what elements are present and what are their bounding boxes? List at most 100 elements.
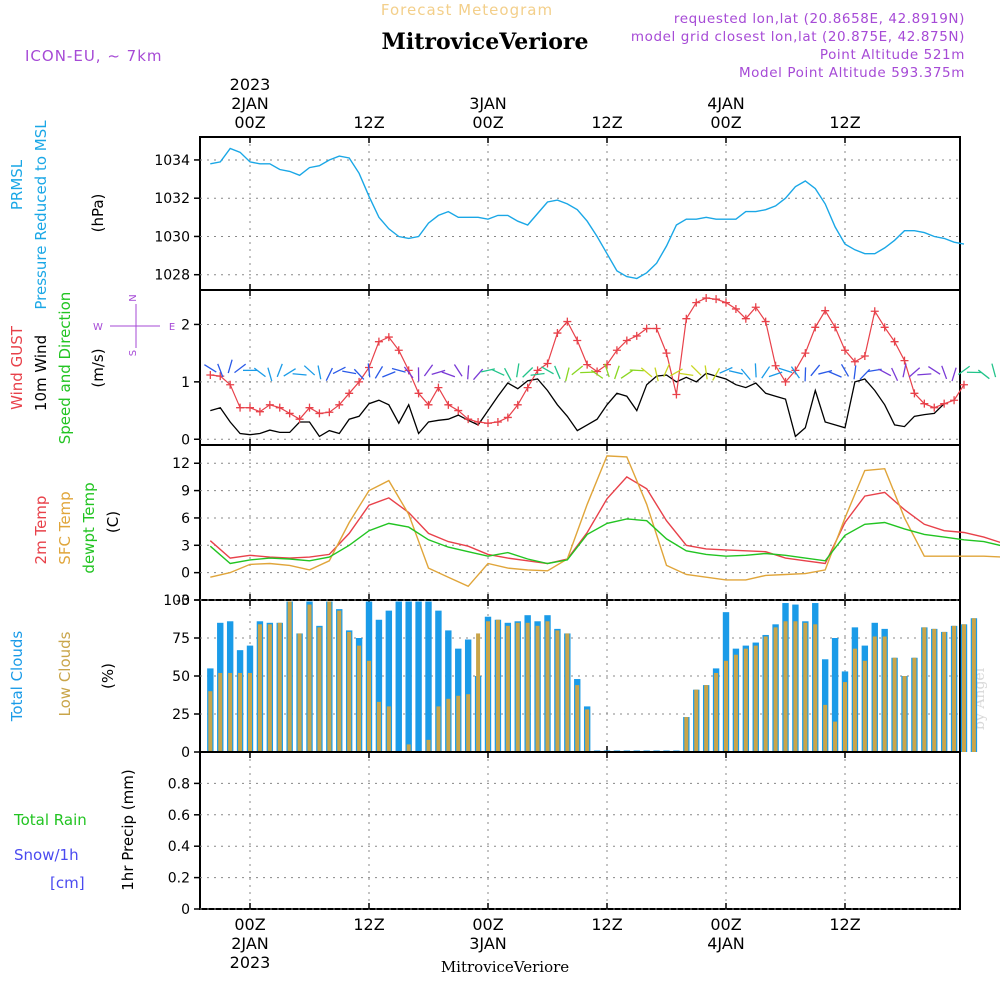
wind-direction-arrow xyxy=(391,367,406,373)
wind-direction-arrow xyxy=(367,363,371,378)
low-cloud-bar xyxy=(872,636,877,752)
time-label: 3JAN xyxy=(469,94,507,113)
gust-marker xyxy=(384,333,393,342)
wind-direction-arrow xyxy=(951,367,957,382)
time-label: 2JAN xyxy=(231,934,269,953)
low-cloud-bar xyxy=(277,622,282,752)
low-cloud-bar xyxy=(545,621,550,752)
wind-direction-arrow xyxy=(503,367,512,381)
gust-marker xyxy=(880,323,889,332)
low-cloud-bar xyxy=(327,601,332,752)
wind-direction-arrow xyxy=(928,366,941,375)
time-label: 12Z xyxy=(829,915,860,934)
low-cloud-bar xyxy=(823,704,828,752)
time-label: 00Z xyxy=(472,915,503,934)
low-cloud-bar xyxy=(347,631,352,752)
wind-direction-arrow xyxy=(204,364,217,373)
low-cloud-bar xyxy=(476,633,481,752)
wind-direction-arrow xyxy=(768,371,783,378)
gust-marker xyxy=(900,356,909,365)
wind-ytick-label: 1 xyxy=(181,375,190,391)
wind-direction-arrow xyxy=(728,370,743,375)
gust-marker xyxy=(860,352,869,361)
time-label: 00Z xyxy=(472,113,503,132)
wind-direction-arrow xyxy=(712,367,721,381)
wind-direction-arrow xyxy=(853,365,857,380)
wind-direction-arrow xyxy=(977,369,990,380)
sfc-temp-line xyxy=(210,455,1000,588)
wind-direction-arrow xyxy=(491,368,505,376)
clouds-panel: 0 25 50 75 100 Total Clouds Low Clouds (%) xyxy=(8,593,978,761)
gust-marker xyxy=(315,409,324,418)
gust-marker xyxy=(821,306,830,315)
wind-direction-arrow xyxy=(810,364,821,377)
time-label: 12Z xyxy=(353,113,384,132)
wind-direction-arrow xyxy=(754,363,757,378)
low-cloud-bar xyxy=(446,698,451,752)
wind-direction-arrow xyxy=(467,365,470,380)
gust-marker xyxy=(920,399,929,408)
low-cloud-bar xyxy=(684,717,689,752)
low-cloud-bar xyxy=(287,601,292,752)
low-cloud-bar xyxy=(882,636,887,752)
time-label: 3JAN xyxy=(469,934,507,953)
time-label: 4JAN xyxy=(707,934,745,953)
gust-marker xyxy=(662,349,671,358)
low-cloud-bar xyxy=(753,645,758,752)
low-cloud-bar xyxy=(902,676,907,752)
gust-marker xyxy=(374,337,383,346)
gust-marker xyxy=(741,314,750,323)
gust-marker xyxy=(563,317,572,326)
gust-marker xyxy=(870,307,879,316)
wind-direction-arrow xyxy=(453,364,463,377)
low-cloud-bar xyxy=(585,709,590,752)
gust-marker xyxy=(702,294,711,303)
precip-panel: 0 0.2 0.4 0.6 0.8 Total Rain Snow/1h [cm] 1hr Pr… xyxy=(13,751,961,918)
low-cloud-bar xyxy=(456,695,461,752)
wind-direction-arrow xyxy=(917,373,932,376)
low-cloud-bar xyxy=(317,627,322,752)
gust-marker xyxy=(722,298,730,307)
wind-direction-arrow xyxy=(991,363,997,378)
wind-direction-arrow xyxy=(325,367,333,381)
wind-direction-arrow xyxy=(423,364,434,377)
gust-marker xyxy=(712,295,721,304)
snow-unit-label: [cm] xyxy=(50,874,85,892)
time-label: 00Z xyxy=(710,113,741,132)
gust-marker xyxy=(632,331,641,340)
wind-direction-arrow xyxy=(342,370,357,375)
wind-direction-arrow xyxy=(957,365,971,376)
wind-direction-arrow xyxy=(614,365,620,380)
gust-marker xyxy=(761,317,770,326)
gust-marker xyxy=(811,323,820,332)
wind-direction-arrow xyxy=(516,363,520,378)
low-cloud-bar xyxy=(525,622,530,752)
precip-frame xyxy=(199,751,961,910)
wind-direction-arrow xyxy=(283,368,296,377)
wind-direction-arrow xyxy=(740,368,751,381)
gust-marker xyxy=(950,396,959,405)
wind-direction-arrow xyxy=(382,371,396,378)
wind-direction-arrow xyxy=(431,369,446,376)
snow-label: Snow/1h xyxy=(14,846,79,864)
wind-direction-arrow xyxy=(303,365,316,376)
wind-direction-arrow xyxy=(690,364,702,376)
wind-direction-arrow xyxy=(669,368,683,377)
low-cloud-bar xyxy=(773,627,778,752)
wind-direction-arrow xyxy=(541,366,554,375)
wind-direction-arrow xyxy=(565,367,570,382)
total-cloud-bar xyxy=(425,601,432,752)
gust-marker xyxy=(533,366,542,375)
time-label: 00Z xyxy=(234,915,265,934)
low-cloud-bar xyxy=(942,631,947,752)
low-clouds-label: Low Clouds xyxy=(56,631,74,716)
low-cloud-bar xyxy=(208,691,213,752)
low-cloud-bar xyxy=(862,660,867,752)
low-cloud-bar xyxy=(694,689,699,752)
time-label: 2023 xyxy=(230,953,271,972)
wind-direction-arrow xyxy=(332,366,346,375)
low-cloud-bar xyxy=(436,706,441,752)
gust-marker xyxy=(305,403,314,412)
gust-marker xyxy=(612,346,621,355)
low-cloud-bar xyxy=(466,694,471,752)
